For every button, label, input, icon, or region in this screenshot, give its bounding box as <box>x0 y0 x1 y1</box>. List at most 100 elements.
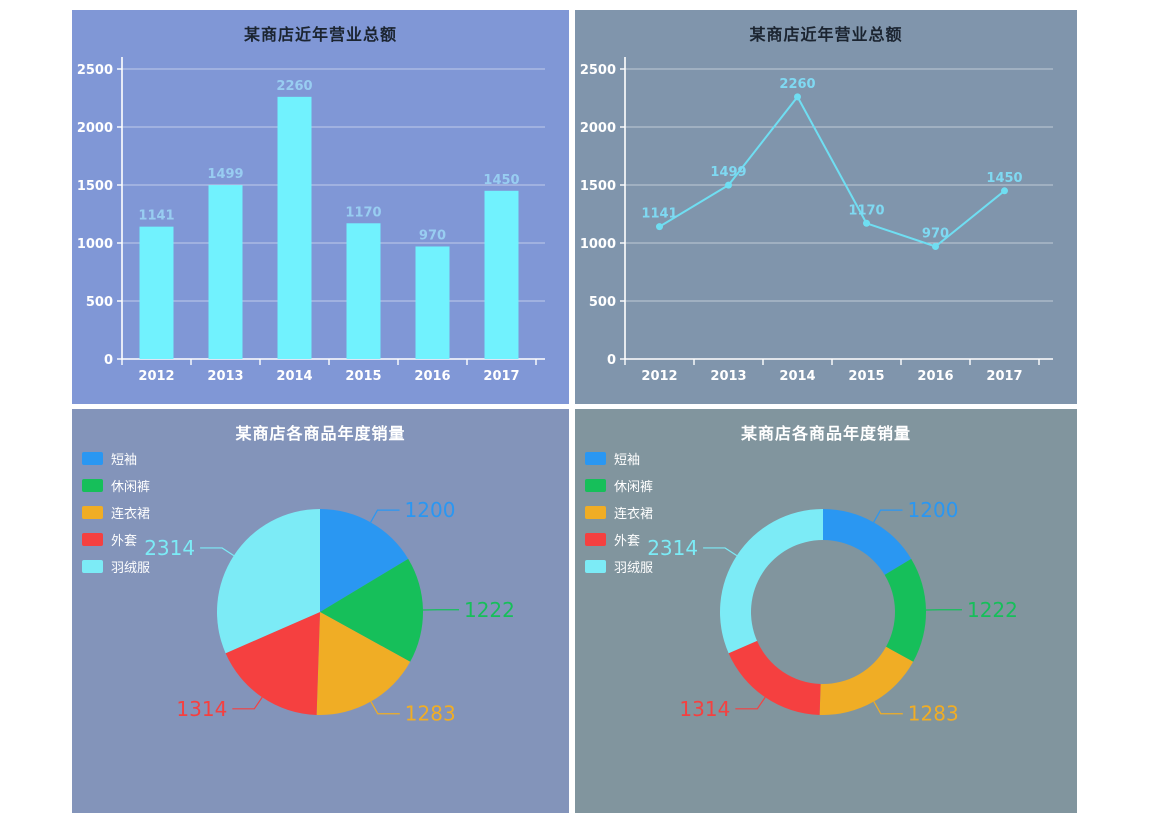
svg-text:1141: 1141 <box>641 207 677 222</box>
legend-label: 羽绒服 <box>614 561 654 576</box>
pie-legend: 短袖休闲裤连衣裙外套羽绒服 <box>82 445 150 580</box>
legend-item-休闲裤[interactable]: 休闲裤 <box>585 472 653 499</box>
legend-item-羽绒服[interactable]: 羽绒服 <box>82 553 150 580</box>
point-2013 <box>725 181 732 189</box>
svg-text:1200: 1200 <box>405 498 456 522</box>
legend-label: 外套 <box>111 534 138 549</box>
donut-legend: 短袖休闲裤连衣裙外套羽绒服 <box>585 445 653 580</box>
point-2014 <box>794 93 801 101</box>
pie-chart-panel: 某商店各商品年度销量 1200 1222 1283 1314 2314 短袖 休闲裤 连衣裙… <box>72 409 569 813</box>
svg-text:1283: 1283 <box>908 702 959 726</box>
svg-text:970: 970 <box>922 226 949 241</box>
bar-2013 <box>208 185 243 359</box>
svg-text:1222: 1222 <box>464 598 515 622</box>
svg-text:1200: 1200 <box>908 498 959 522</box>
slice-连衣裙 <box>316 612 411 715</box>
line-chart-title: 某商店近年营业总额 <box>749 25 903 44</box>
point-2012 <box>656 223 663 231</box>
legend-item-短袖[interactable]: 短袖 <box>82 445 150 472</box>
legend-swatch-icon <box>82 560 103 573</box>
legend-label: 外套 <box>614 534 641 549</box>
svg-text:2314: 2314 <box>144 536 195 560</box>
svg-text:2012: 2012 <box>138 369 174 384</box>
pie-chart-canvas[interactable]: 1200 1222 1283 1314 2314 <box>72 409 569 813</box>
slice-羽绒服 <box>720 509 823 654</box>
slice-羽绒服 <box>216 509 320 654</box>
legend-item-休闲裤[interactable]: 休闲裤 <box>82 472 150 499</box>
legend-label: 休闲裤 <box>614 480 654 495</box>
legend-item-连衣裙[interactable]: 连衣裙 <box>82 499 150 526</box>
svg-text:1141: 1141 <box>138 209 174 224</box>
donut-chart-canvas[interactable]: 1200 1222 1283 1314 2314 <box>575 409 1077 813</box>
bar-chart-canvas[interactable]: 0 500 1000 1500 2000 2500 2012 2013 2014 2015 2016… <box>72 10 569 404</box>
svg-text:500: 500 <box>589 295 616 310</box>
svg-text:2500: 2500 <box>77 63 113 78</box>
slice-休闲裤 <box>320 558 423 662</box>
svg-text:2000: 2000 <box>580 121 616 136</box>
svg-text:2000: 2000 <box>77 121 113 136</box>
svg-text:1170: 1170 <box>345 205 381 220</box>
svg-text:2015: 2015 <box>345 369 381 384</box>
svg-text:970: 970 <box>419 228 446 243</box>
svg-text:2017: 2017 <box>986 369 1022 384</box>
point-2016 <box>932 242 939 250</box>
svg-text:1450: 1450 <box>483 173 519 188</box>
svg-text:2500: 2500 <box>580 63 616 78</box>
legend-swatch-icon <box>82 506 103 519</box>
legend-item-短袖[interactable]: 短袖 <box>585 445 653 472</box>
legend-swatch-icon <box>585 452 606 465</box>
legend-item-外套[interactable]: 外套 <box>585 526 653 553</box>
svg-text:2014: 2014 <box>276 369 312 384</box>
svg-text:1000: 1000 <box>77 237 113 252</box>
svg-text:1314: 1314 <box>679 697 730 721</box>
svg-text:2015: 2015 <box>848 369 884 384</box>
svg-text:2314: 2314 <box>647 536 698 560</box>
legend-label: 连衣裙 <box>614 507 654 522</box>
slice-连衣裙 <box>819 646 914 715</box>
svg-text:2016: 2016 <box>917 369 953 384</box>
legend-item-连衣裙[interactable]: 连衣裙 <box>585 499 653 526</box>
legend-label: 连衣裙 <box>111 507 151 522</box>
point-2015 <box>863 219 870 227</box>
legend-label: 短袖 <box>614 453 641 468</box>
svg-text:0: 0 <box>104 353 113 368</box>
legend-label: 休闲裤 <box>111 480 151 495</box>
legend-swatch-icon <box>585 533 606 546</box>
svg-text:1314: 1314 <box>176 697 227 721</box>
slice-短袖 <box>320 509 409 612</box>
svg-text:2017: 2017 <box>483 369 519 384</box>
svg-text:2260: 2260 <box>276 79 312 94</box>
bar-chart-panel: 某商店近年营业总额 0 500 1000 1500 2000 2500 2012 2013 20… <box>72 10 569 404</box>
slice-外套 <box>728 640 821 715</box>
legend-swatch-icon <box>585 479 606 492</box>
legend-swatch-icon <box>82 452 103 465</box>
legend-swatch-icon <box>585 560 606 573</box>
svg-text:2016: 2016 <box>414 369 450 384</box>
legend-label: 短袖 <box>111 453 138 468</box>
slice-休闲裤 <box>884 558 926 662</box>
bar-2014 <box>277 96 312 359</box>
svg-text:0: 0 <box>607 353 616 368</box>
bar-2016 <box>415 246 450 359</box>
line-chart-canvas[interactable]: 0 500 1000 1500 2000 2500 2012 2013 2014 2015 2016… <box>575 10 1077 404</box>
svg-text:2260: 2260 <box>779 77 815 92</box>
svg-text:1499: 1499 <box>710 165 746 180</box>
legend-swatch-icon <box>82 479 103 492</box>
svg-text:1500: 1500 <box>77 179 113 194</box>
line-chart-panel: 某商店近年营业总额 0 500 1000 1500 2000 2500 2012 2013 20… <box>575 10 1077 404</box>
legend-item-羽绒服[interactable]: 羽绒服 <box>585 553 653 580</box>
svg-text:2012: 2012 <box>641 369 677 384</box>
svg-text:1000: 1000 <box>580 237 616 252</box>
legend-swatch-icon <box>585 506 606 519</box>
svg-text:500: 500 <box>86 295 113 310</box>
legend-item-外套[interactable]: 外套 <box>82 526 150 553</box>
svg-text:1222: 1222 <box>967 598 1018 622</box>
bar-chart-title: 某商店近年营业总额 <box>243 25 397 44</box>
svg-text:1170: 1170 <box>848 203 884 218</box>
donut-chart-panel: 某商店各商品年度销量 1200 1222 1283 1314 2314 短袖 休闲裤 连衣裙… <box>575 409 1077 813</box>
point-2017 <box>1001 187 1008 195</box>
slice-短袖 <box>823 509 912 575</box>
bar-2012 <box>139 226 174 359</box>
bar-2017 <box>484 190 519 359</box>
